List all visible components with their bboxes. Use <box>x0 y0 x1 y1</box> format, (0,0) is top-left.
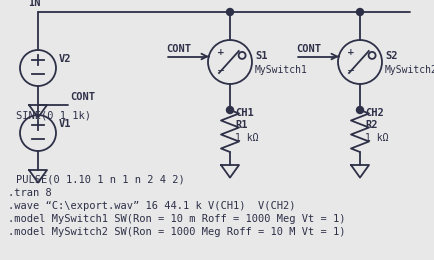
Text: S1: S1 <box>254 51 267 61</box>
Text: MySwitch1: MySwitch1 <box>254 65 307 75</box>
Circle shape <box>356 9 363 16</box>
Text: R1: R1 <box>234 120 247 130</box>
Text: −: − <box>216 66 224 76</box>
Text: MySwitch2: MySwitch2 <box>384 65 434 75</box>
Text: PULSE(0 1.10 1 n 1 n 2 4 2): PULSE(0 1.10 1 n 1 n 2 4 2) <box>16 175 184 185</box>
Text: .tran 8: .tran 8 <box>8 188 52 198</box>
Text: R2: R2 <box>364 120 377 130</box>
Text: 1 kΩ: 1 kΩ <box>364 133 388 143</box>
Text: V1: V1 <box>59 119 71 129</box>
Text: +: + <box>346 48 354 57</box>
Text: CH1: CH1 <box>234 108 253 118</box>
Text: +: + <box>217 48 224 57</box>
Text: CONT: CONT <box>295 43 320 54</box>
Text: V2: V2 <box>59 54 71 64</box>
Text: 1 kΩ: 1 kΩ <box>234 133 258 143</box>
Text: SINE(0 1 1k): SINE(0 1 1k) <box>16 110 91 120</box>
Text: S2: S2 <box>384 51 397 61</box>
Text: .model MySwitch2 SW(Ron = 1000 Meg Roff = 10 M Vt = 1): .model MySwitch2 SW(Ron = 1000 Meg Roff … <box>8 227 345 237</box>
Circle shape <box>356 107 363 114</box>
Text: CONT: CONT <box>70 92 95 102</box>
Text: .wave “C:\export.wav” 16 44.1 k V(CH1)  V(CH2): .wave “C:\export.wav” 16 44.1 k V(CH1) V… <box>8 201 295 211</box>
Circle shape <box>226 9 233 16</box>
Text: CONT: CONT <box>166 43 191 54</box>
Text: CH2: CH2 <box>364 108 383 118</box>
Text: .model MySwitch1 SW(Ron = 10 m Roff = 1000 Meg Vt = 1): .model MySwitch1 SW(Ron = 10 m Roff = 10… <box>8 214 345 224</box>
Text: IN: IN <box>28 0 40 8</box>
Text: −: − <box>346 66 354 76</box>
Circle shape <box>226 107 233 114</box>
